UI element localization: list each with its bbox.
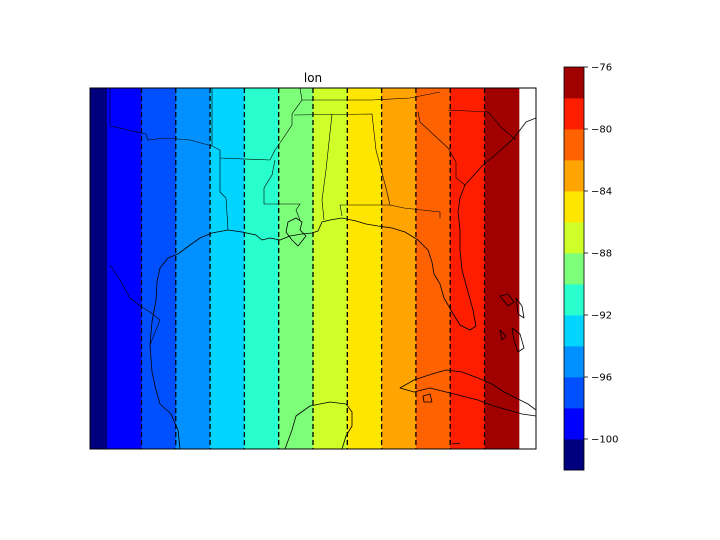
colorbar-level-5 [564,284,584,316]
lon-band-5 [244,88,280,449]
map-area [90,88,536,449]
colorbar-tick-label-2: −84 [591,187,612,198]
colorbar-level-9 [564,160,584,192]
georgia-border [417,111,466,186]
colorbar-tick-label-0: −76 [591,63,612,74]
lon-band-1 [107,88,142,449]
colorbar-tick-label-1: −80 [591,125,612,136]
bahamas [499,293,525,353]
colorbar-tick-label-6: −100 [591,435,618,446]
lon-band-3 [175,88,211,449]
mexico-border [109,264,161,346]
cuba-coastline [399,369,536,417]
colorbar-level-1 [564,408,584,440]
coastlines [149,117,536,449]
colorbar-level-2 [564,377,584,409]
colorbar: −76 −80 −84 −88 −92 −96 −100 [563,63,618,471]
lon-band-7 [313,88,348,449]
colorbar-level-6 [564,253,584,285]
florida-keys [451,442,461,445]
lon-band-4 [210,88,245,449]
isle-of-youth [422,393,433,403]
state-borders [109,88,517,346]
tennessee-border [302,91,441,101]
lon-band-12 [484,88,520,449]
colorbar-level-3 [564,346,584,378]
ms-al-line [321,113,333,221]
mississippi-alabama-border [293,113,441,218]
louisiana-border [263,159,301,221]
lon-band-11 [450,88,486,449]
carolina-border [447,109,517,141]
contour-lines [140,88,486,449]
colorbar-level-7 [564,222,584,254]
colorbar-frame [563,66,585,471]
colorbar-level-11 [564,98,584,130]
colorbar-level-8 [564,191,584,223]
colorbar-level-0 [564,439,584,471]
map-frame [89,87,537,450]
arkansas-border [211,88,303,161]
colorbar-level-12 [564,67,584,99]
mississippi-delta [285,217,307,247]
lon-band-9 [381,88,417,449]
lon-band-0 [90,88,108,449]
colorbar-level-4 [564,315,584,347]
gulf-coastline [149,117,536,449]
colorbar-tick-label-4: −92 [591,311,612,322]
colorbar-level-10 [564,129,584,161]
lon-band-8 [347,88,383,449]
lon-band-6 [278,88,314,449]
lon-band-2 [141,88,177,449]
colorbar-tick-label-3: −88 [591,249,612,260]
colorbar-tick-label-5: −96 [591,373,612,384]
yucatan-coastline [284,401,353,449]
longitude-bands [90,88,520,449]
map-title: lon [304,71,322,85]
